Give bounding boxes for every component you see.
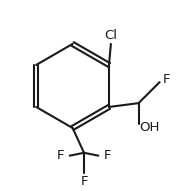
Text: OH: OH	[139, 121, 159, 134]
Text: Cl: Cl	[104, 29, 117, 42]
Text: F: F	[163, 73, 170, 86]
Text: F: F	[104, 149, 111, 162]
Text: F: F	[57, 149, 65, 162]
Text: F: F	[80, 175, 88, 188]
